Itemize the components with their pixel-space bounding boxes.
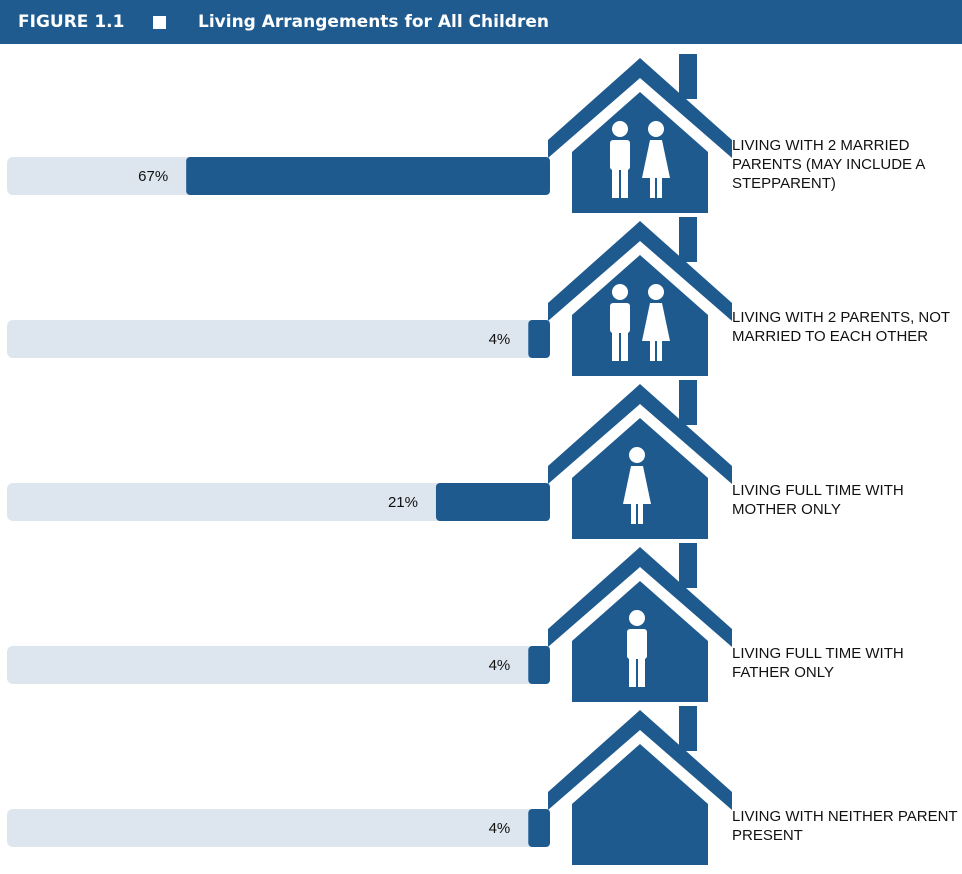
man-body xyxy=(610,140,630,170)
woman-leg xyxy=(650,176,655,198)
man-leg xyxy=(629,657,636,687)
chimney xyxy=(679,706,697,751)
chimney xyxy=(679,217,697,262)
woman-leg xyxy=(650,339,655,361)
chimney xyxy=(679,380,697,425)
bar xyxy=(528,809,550,847)
roof xyxy=(548,58,732,158)
woman-leg xyxy=(631,502,636,524)
bar-track xyxy=(7,646,550,684)
woman-dress xyxy=(642,140,670,178)
category-label: LIVING FULL TIME WITH MOTHER ONLY xyxy=(732,482,904,518)
roof xyxy=(548,547,732,647)
category-label: LIVING WITH 2 MARRIED PARENTS (MAY INCLU… xyxy=(732,136,925,192)
category-label: LIVING FULL TIME WITH FATHER ONLY xyxy=(732,645,904,681)
woman-leg xyxy=(657,176,662,198)
chimney xyxy=(679,543,697,588)
value-label: 4% xyxy=(489,331,511,348)
bar-track xyxy=(7,483,550,521)
value-label: 4% xyxy=(489,820,511,837)
bar xyxy=(528,320,550,358)
category-label: LIVING WITH 2 PARENTS, NOT MARRIED TO EA… xyxy=(732,309,950,345)
figure-label: FIGURE 1.1 xyxy=(18,12,125,32)
bar xyxy=(528,646,550,684)
man-head xyxy=(612,284,628,300)
woman-head xyxy=(629,447,645,463)
man-leg xyxy=(621,168,628,198)
man-leg xyxy=(621,331,628,361)
man-head xyxy=(629,610,645,626)
chimney xyxy=(679,54,697,99)
value-label: 67% xyxy=(138,168,168,185)
woman-leg xyxy=(657,339,662,361)
value-label: 4% xyxy=(489,657,511,674)
man-body xyxy=(627,629,647,659)
roof xyxy=(548,384,732,484)
man-leg xyxy=(638,657,645,687)
woman-head xyxy=(648,284,664,300)
man-head xyxy=(612,121,628,137)
house-body xyxy=(572,92,708,213)
woman-head xyxy=(648,121,664,137)
man-body xyxy=(610,303,630,333)
category-label: LIVING WITH NEITHER PARENT PRESENT xyxy=(732,808,958,844)
woman-dress xyxy=(623,466,651,504)
bar-track xyxy=(7,320,550,358)
woman-dress xyxy=(642,303,670,341)
bar-track xyxy=(7,809,550,847)
man-leg xyxy=(612,168,619,198)
bar xyxy=(435,483,550,521)
header-square xyxy=(153,16,166,29)
man-leg xyxy=(612,331,619,361)
house-body xyxy=(572,744,708,865)
value-label: 21% xyxy=(388,494,418,511)
roof xyxy=(548,221,732,321)
house-body xyxy=(572,255,708,376)
woman-leg xyxy=(638,502,643,524)
header: FIGURE 1.1 Living Arrangements for All C… xyxy=(0,0,962,44)
roof xyxy=(548,710,732,810)
bar xyxy=(186,157,550,195)
chart-title: Living Arrangements for All Children xyxy=(198,12,549,32)
